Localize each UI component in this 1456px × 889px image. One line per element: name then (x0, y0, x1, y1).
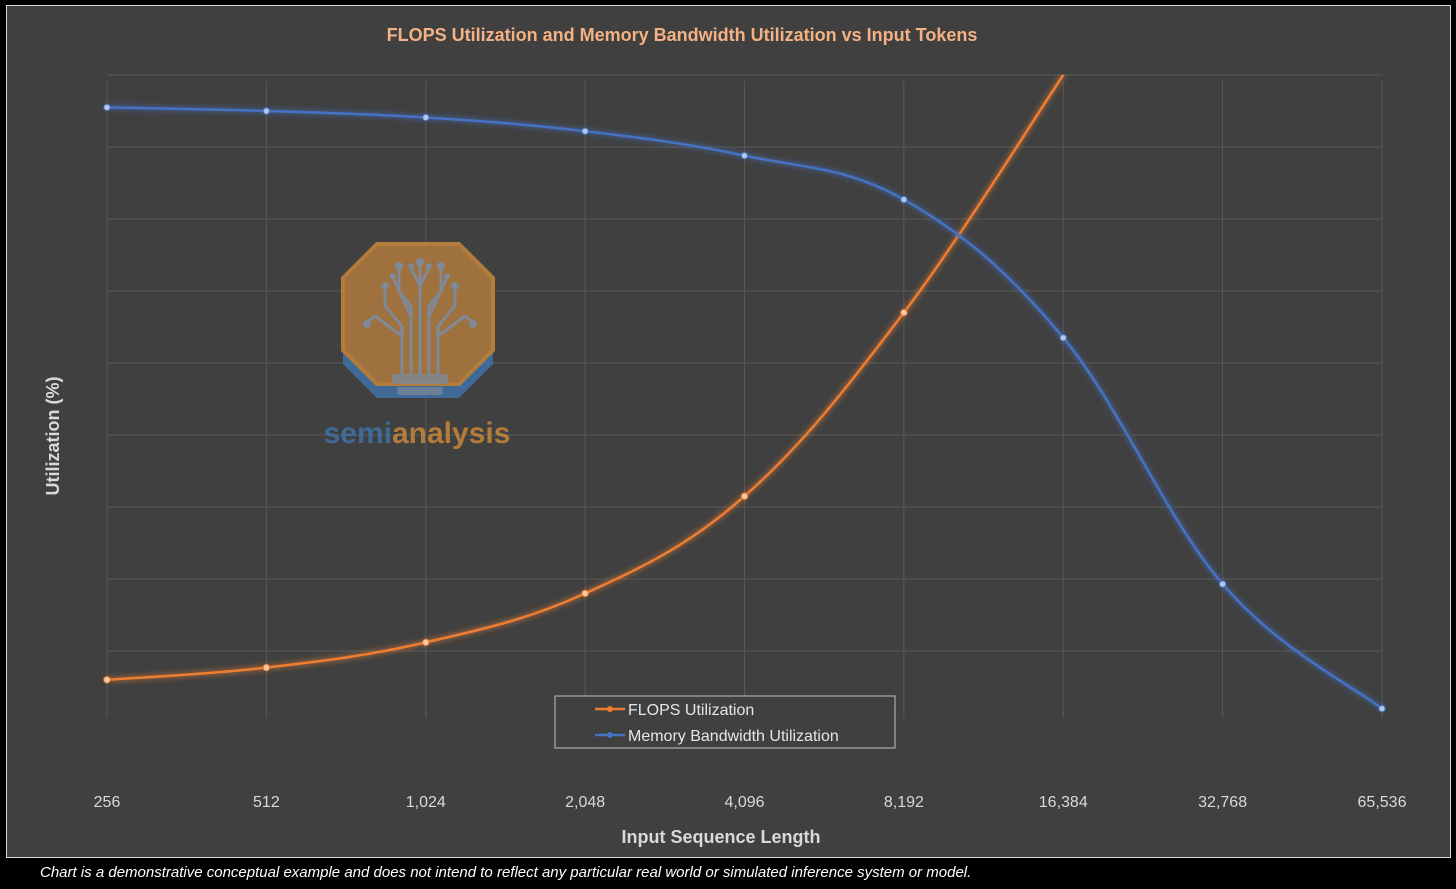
legend-marker-memory (607, 732, 613, 738)
data-point-flops (262, 663, 271, 672)
series-line-memory (106, 106, 1383, 710)
legend-label-memory: Memory Bandwidth Utilization (628, 728, 839, 745)
data-point-memory (262, 107, 271, 115)
x-tick-label: 256 (94, 794, 121, 811)
x-axis-title: Input Sequence Length (621, 827, 820, 847)
watermark-text-analysis: analysis (392, 417, 510, 450)
x-tick-label: 512 (253, 794, 280, 811)
data-point-memory (740, 151, 749, 160)
chart-title: FLOPS Utilization and Memory Bandwidth U… (387, 25, 978, 45)
legend-label-flops: FLOPS Utilization (628, 702, 754, 719)
x-tick-labels: 256 512 1,024 2,048 4,096 8,192 16,384 32,768 65… (94, 794, 1407, 811)
footnote: Chart is a demonstrative conceptual exam… (40, 864, 972, 881)
x-tick-label: 32,768 (1198, 794, 1247, 811)
data-point-memory (1059, 334, 1067, 342)
watermark-text: semianalysis (324, 417, 511, 450)
data-point-memory (1218, 580, 1227, 588)
series-line-flops (106, 74, 1065, 682)
x-tick-label: 4,096 (724, 794, 764, 811)
chart-svg: FLOPS Utilization and Memory Bandwidth U… (43, 25, 1407, 847)
data-point-flops (900, 308, 908, 317)
y-axis-title: Utilization (%) (43, 377, 63, 496)
x-tick-label: 2,048 (565, 794, 605, 811)
legend-item-flops: FLOPS Utilization (595, 702, 754, 719)
data-point-flops (740, 492, 749, 500)
watermark-logo: semianalysis (324, 242, 511, 450)
x-tick-label: 1,024 (406, 794, 446, 811)
data-point-memory (581, 127, 589, 135)
data-point-flops (581, 589, 589, 598)
series-group (103, 74, 1386, 713)
legend-box (554, 695, 896, 749)
series-flops (103, 74, 1065, 684)
x-tick-label: 16,384 (1039, 794, 1088, 811)
grid-group (106, 74, 1383, 718)
data-point-memory (103, 103, 111, 112)
data-point-memory (1378, 704, 1386, 713)
legend-item-memory: Memory Bandwidth Utilization (595, 728, 839, 745)
data-point-memory (900, 195, 908, 204)
watermark-text-semi: semi (324, 417, 392, 450)
lightbulb-circuit-tree-logo-icon (341, 242, 495, 398)
chart-legend: FLOPS Utilization Memory Bandwidth Utili… (554, 695, 896, 749)
data-point-flops (422, 638, 430, 647)
legend-marker-flops (607, 706, 613, 712)
chart-frame: FLOPS Utilization and Memory Bandwidth U… (6, 5, 1451, 858)
data-point-flops (103, 676, 111, 684)
series-memory (103, 103, 1386, 713)
x-tick-label: 65,536 (1358, 794, 1407, 811)
x-tick-label: 8,192 (884, 794, 924, 811)
data-point-memory (422, 113, 430, 122)
